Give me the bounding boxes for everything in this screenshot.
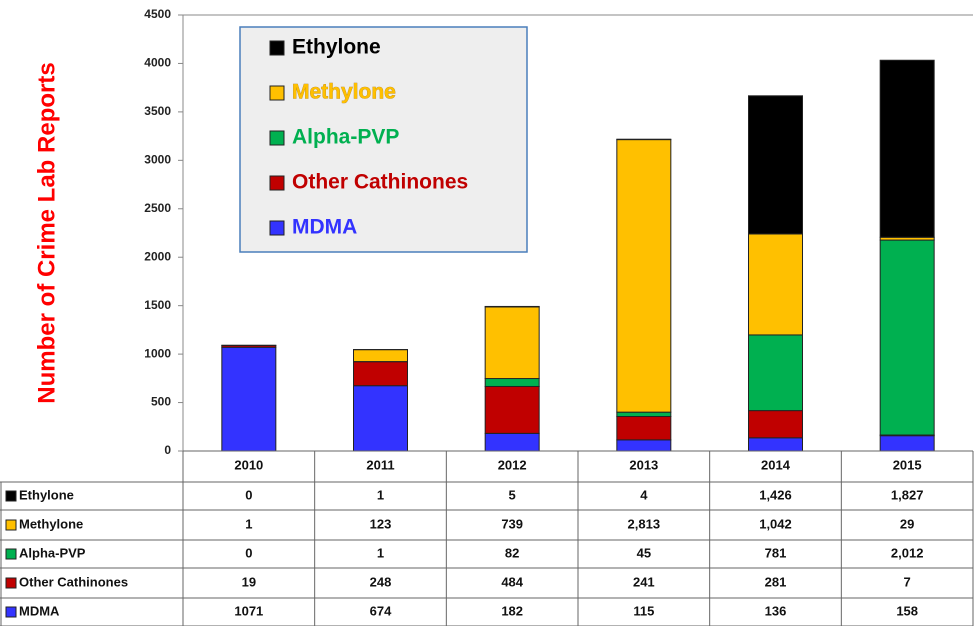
row-label: Ethylone — [19, 487, 74, 502]
table-cell: 281 — [765, 574, 787, 589]
table-cell: 484 — [501, 574, 523, 589]
table-cell: 1071 — [234, 603, 263, 618]
table-cell: 5 — [509, 487, 516, 502]
y-tick-label: 0 — [164, 443, 171, 457]
row-label: Alpha-PVP — [19, 545, 86, 560]
x-tick-label: 2014 — [761, 457, 791, 472]
bar-segment — [748, 334, 803, 412]
x-tick-label: 2013 — [629, 457, 658, 472]
row-swatch — [5, 490, 17, 502]
bar-segment — [484, 378, 540, 387]
table-cell: 4 — [640, 487, 648, 502]
table-cell: 1 — [377, 545, 384, 560]
y-tick-label: 2500 — [144, 201, 171, 215]
legend-label: Ethylone — [292, 36, 381, 59]
table-cell: 136 — [765, 603, 787, 618]
x-tick-label: 2015 — [893, 457, 922, 472]
table-cell: 1 — [245, 516, 252, 531]
legend-label: MDMA — [292, 216, 357, 239]
table-cell: 0 — [245, 545, 252, 560]
legend-label: Alpha-PVP — [292, 126, 399, 149]
table-cell: 158 — [896, 603, 918, 618]
y-tick-label: 4000 — [144, 56, 171, 70]
row-label: Other Cathinones — [19, 574, 128, 589]
legend-swatch — [269, 85, 285, 101]
legend-label: Other Cathinones — [292, 171, 468, 194]
bar-segment — [879, 59, 935, 238]
y-axis-label: Number of Crime Lab Reports — [33, 62, 60, 403]
bar-segment — [353, 385, 408, 452]
table-cell: 248 — [370, 574, 392, 589]
x-tick-label: 2012 — [498, 457, 527, 472]
bar-segment — [616, 139, 672, 413]
x-tick-label: 2011 — [366, 457, 394, 472]
x-tick-label: 2010 — [234, 457, 263, 472]
table-cell: 29 — [900, 516, 914, 531]
table-cell: 45 — [637, 545, 651, 560]
y-tick-label: 4500 — [144, 7, 171, 21]
bar-segment — [353, 349, 408, 363]
bar-segment — [748, 437, 803, 452]
y-tick-label: 3500 — [144, 104, 171, 118]
legend-swatch — [269, 130, 285, 146]
table-cell: 1,426 — [759, 487, 792, 502]
legend-label: Methylone — [292, 81, 396, 104]
bar-segment — [484, 385, 540, 434]
legend-swatch — [269, 220, 285, 236]
table-cell: 1 — [377, 487, 384, 502]
row-label: Methylone — [19, 516, 83, 531]
bar-segment — [616, 411, 672, 418]
table-cell: 19 — [242, 574, 256, 589]
table-cell: 1,042 — [759, 516, 792, 531]
row-swatch — [5, 548, 17, 560]
row-label: MDMA — [19, 603, 60, 618]
bar-segment — [353, 361, 408, 387]
table-cell: 2,813 — [628, 516, 661, 531]
bar-segment — [879, 435, 935, 452]
table-cell: 241 — [633, 574, 655, 589]
table-cell: 123 — [370, 516, 392, 531]
y-tick-label: 1500 — [144, 298, 171, 312]
bar-segment — [221, 346, 277, 452]
table-cell: 2,012 — [891, 545, 924, 560]
y-tick-label: 3000 — [144, 153, 171, 167]
table-cell: 674 — [370, 603, 392, 618]
y-tick-label: 2000 — [144, 249, 171, 263]
bar-segment — [748, 95, 803, 235]
bar-segment — [748, 410, 803, 439]
legend-box — [239, 26, 528, 253]
table-cell: 182 — [501, 603, 523, 618]
bar-segment — [616, 439, 672, 452]
row-swatch — [5, 577, 17, 589]
row-swatch — [5, 519, 17, 531]
table-cell: 1,827 — [891, 487, 924, 502]
table-cell: 115 — [633, 603, 654, 618]
bar-segment — [484, 432, 540, 452]
row-swatch — [5, 606, 17, 618]
legend-swatch — [269, 40, 285, 56]
table-cell: 781 — [765, 545, 787, 560]
y-tick-label: 500 — [151, 395, 171, 409]
y-tick-label: 1000 — [144, 346, 171, 360]
table-cell: 0 — [245, 487, 252, 502]
bar-segment — [879, 239, 935, 436]
table-cell: 7 — [904, 574, 911, 589]
table-cell: 739 — [501, 516, 523, 531]
table-cell: 82 — [505, 545, 519, 560]
bar-segment — [616, 416, 672, 441]
bar-segment — [748, 233, 803, 336]
bar-segment — [484, 306, 540, 380]
legend-swatch — [269, 175, 285, 191]
